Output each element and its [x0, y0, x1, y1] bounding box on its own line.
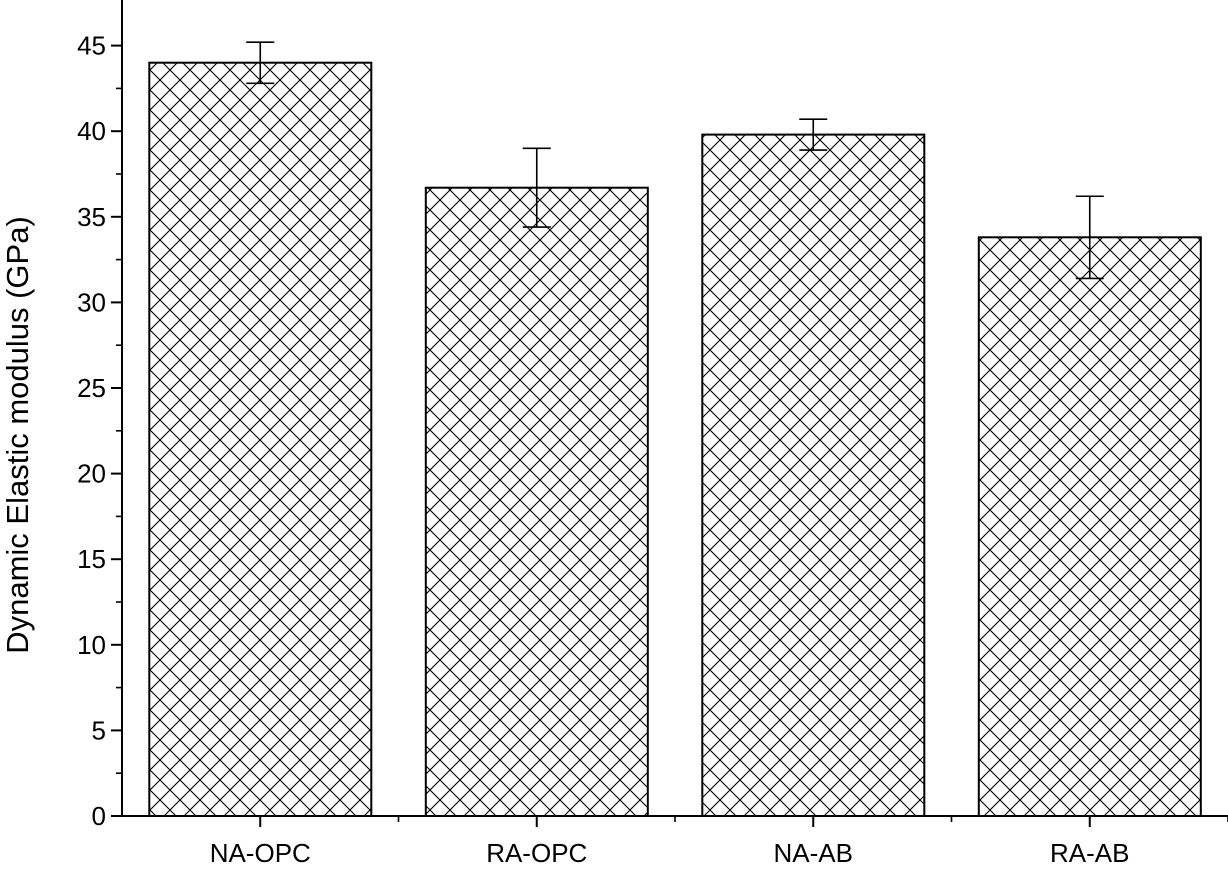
y-tick-label: 10 — [77, 630, 106, 660]
y-tick-label: 20 — [77, 459, 106, 489]
x-tick-label-ra-ab: RA-AB — [1050, 838, 1129, 868]
x-tick-label-na-ab: NA-AB — [774, 838, 853, 868]
y-tick-label: 5 — [92, 715, 106, 745]
error-bar-ra-ab — [1075, 195, 1104, 280]
bars-group — [148, 61, 1202, 818]
error-bars-group — [246, 41, 1104, 280]
y-tick-label: 30 — [77, 287, 106, 317]
y-tick-label: 40 — [77, 116, 106, 146]
error-bar-na-opc — [246, 41, 275, 85]
x-tick-label-ra-opc: RA-OPC — [486, 838, 587, 868]
bar-ra-ab — [977, 236, 1202, 818]
bar-ra-opc — [424, 186, 649, 817]
y-tick-label: 0 — [92, 801, 106, 831]
bar-na-ab — [701, 133, 926, 818]
error-bar-ra-opc — [522, 147, 551, 228]
y-tick-label: 25 — [77, 373, 106, 403]
y-tick-label: 35 — [77, 202, 106, 232]
axes-group: 0 5 10 15 20 25 30 35 40 45 NA-OPC RA-OPC NA-AB RA-AB — [77, 0, 1228, 868]
x-tick-label-na-opc: NA-OPC — [210, 838, 311, 868]
y-tick-label: 45 — [77, 31, 106, 61]
y-tick-label: 15 — [77, 544, 106, 574]
error-bar-na-ab — [799, 118, 828, 151]
y-axis-title: Dynamic Elastic modulus (GPa) — [0, 216, 35, 654]
bar-na-opc — [148, 61, 373, 817]
